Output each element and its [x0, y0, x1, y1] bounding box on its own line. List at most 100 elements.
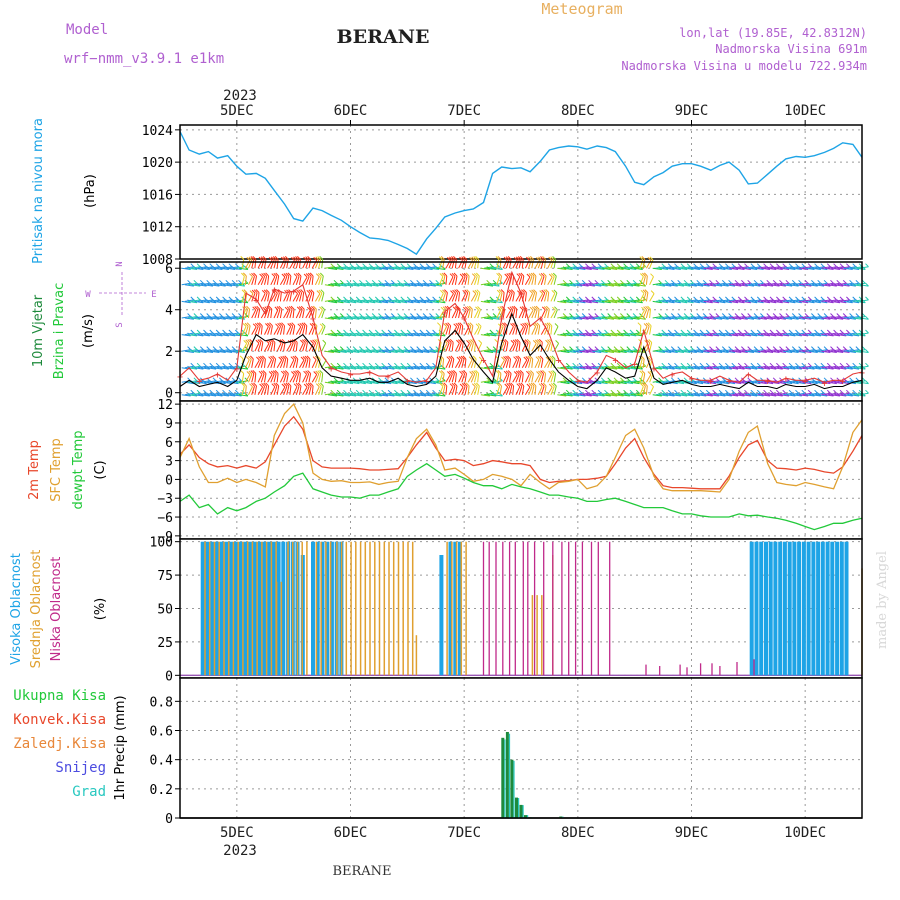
wind-barb [372, 334, 382, 337]
wind-barb [684, 367, 694, 370]
wind-barb-flag [313, 257, 318, 261]
wind-barb [337, 365, 347, 369]
wind-barb [276, 326, 282, 335]
wind-barb-flag [253, 382, 257, 387]
wind-barb [576, 316, 586, 319]
wind-barb-flag [640, 273, 644, 277]
wind-barb-flag [368, 263, 373, 268]
wind-barb-flag [222, 362, 226, 367]
wind-barb [359, 367, 369, 370]
wind-barb-flag [842, 313, 847, 317]
wind-barb-flag [346, 279, 351, 284]
wind-barb-flag [521, 289, 525, 294]
wind-barb [226, 394, 236, 397]
wind-barb-flag [526, 338, 531, 343]
wind-barb-flag [846, 362, 850, 367]
wind-barb-flag [419, 389, 424, 394]
wind-barb-flag [693, 362, 697, 367]
wind-barb [706, 299, 716, 302]
wind-barb-flag [616, 296, 621, 301]
wind-barb [470, 309, 473, 319]
wind-barb [448, 309, 451, 319]
wind-barb [484, 284, 494, 287]
wind-barb [642, 292, 647, 302]
wind-barb [328, 282, 338, 286]
wind-barb [608, 394, 618, 397]
wind-barb [347, 349, 357, 352]
wind-barb [454, 275, 458, 285]
wind-barb [442, 373, 445, 383]
wind-barb [302, 309, 305, 319]
wind-barb [283, 293, 288, 302]
wind-barb [601, 334, 611, 337]
wind-barb-flag [196, 362, 201, 367]
wind-barb [200, 300, 210, 304]
wind-barb [563, 316, 573, 319]
wind-barb-flag [852, 263, 857, 268]
wind-barb-flag [585, 389, 589, 394]
y-tick-label: 0 [165, 669, 173, 684]
wind-barb [487, 267, 497, 270]
wind-barb [792, 282, 802, 286]
wind-barb [725, 350, 735, 353]
wind-barb [493, 394, 503, 397]
wind-barb-flag [731, 329, 736, 334]
wind-barb [779, 282, 789, 286]
wind-barb [464, 292, 469, 302]
wind-barb [748, 394, 758, 397]
wind-barb [391, 380, 401, 383]
wind-barb-flag [642, 382, 646, 387]
wind-barb-flag [643, 323, 648, 327]
wind-barb [350, 266, 360, 269]
wind-barb [850, 349, 859, 352]
wind-barb-flag [510, 323, 514, 327]
wind-barb-flag [776, 329, 780, 334]
wind-barb-flag [526, 256, 530, 261]
wind-barb [713, 365, 723, 369]
wind-barb-flag [541, 289, 546, 294]
wind-barb-flag [830, 346, 834, 350]
wind-barb-flag [349, 329, 354, 334]
wind-barb [840, 365, 850, 369]
wind-barb-flag [247, 355, 252, 360]
wind-barb-flag [318, 289, 323, 294]
wind-barb [719, 266, 729, 269]
wind-barb [470, 373, 476, 383]
wind-barb-flag [830, 279, 834, 284]
wind-barb [786, 394, 796, 397]
wind-barb [484, 266, 493, 269]
wind-barb-flag [588, 346, 592, 350]
wind-barb-flag [486, 346, 491, 350]
y-tick-label: 0 [165, 473, 173, 488]
wind-barb-flag [504, 383, 509, 388]
wind-barb-flag [712, 263, 717, 268]
wind-barb-flag [846, 296, 850, 301]
wind-barb-flag [258, 256, 263, 261]
wind-barb [671, 367, 681, 370]
wind-barb [741, 282, 751, 286]
wind-barb [340, 394, 350, 397]
wind-barb [840, 381, 850, 385]
wind-barb [725, 332, 735, 336]
wind-barb [569, 367, 579, 370]
wind-barb [668, 266, 678, 269]
wind-barb-flag [315, 383, 320, 388]
wind-barb [859, 381, 869, 385]
wind-barb [662, 299, 672, 302]
wind-barb [569, 282, 579, 286]
wind-barb-flag [244, 266, 249, 270]
wind-barb [719, 365, 729, 369]
wind-barb-flag [530, 256, 534, 260]
wind-barb-flag [702, 346, 707, 350]
wind-barb-flag [760, 313, 764, 317]
wind-barb-flag [750, 389, 755, 394]
wind-barb [815, 392, 824, 396]
wind-barb [299, 373, 301, 383]
wind-barb [324, 299, 334, 302]
wind-barb [219, 334, 229, 337]
wind-barb-flag [544, 322, 549, 327]
wind-barb-flag [228, 296, 233, 301]
wind-barb-flag [319, 370, 324, 374]
precip-bar-total [513, 760, 515, 818]
